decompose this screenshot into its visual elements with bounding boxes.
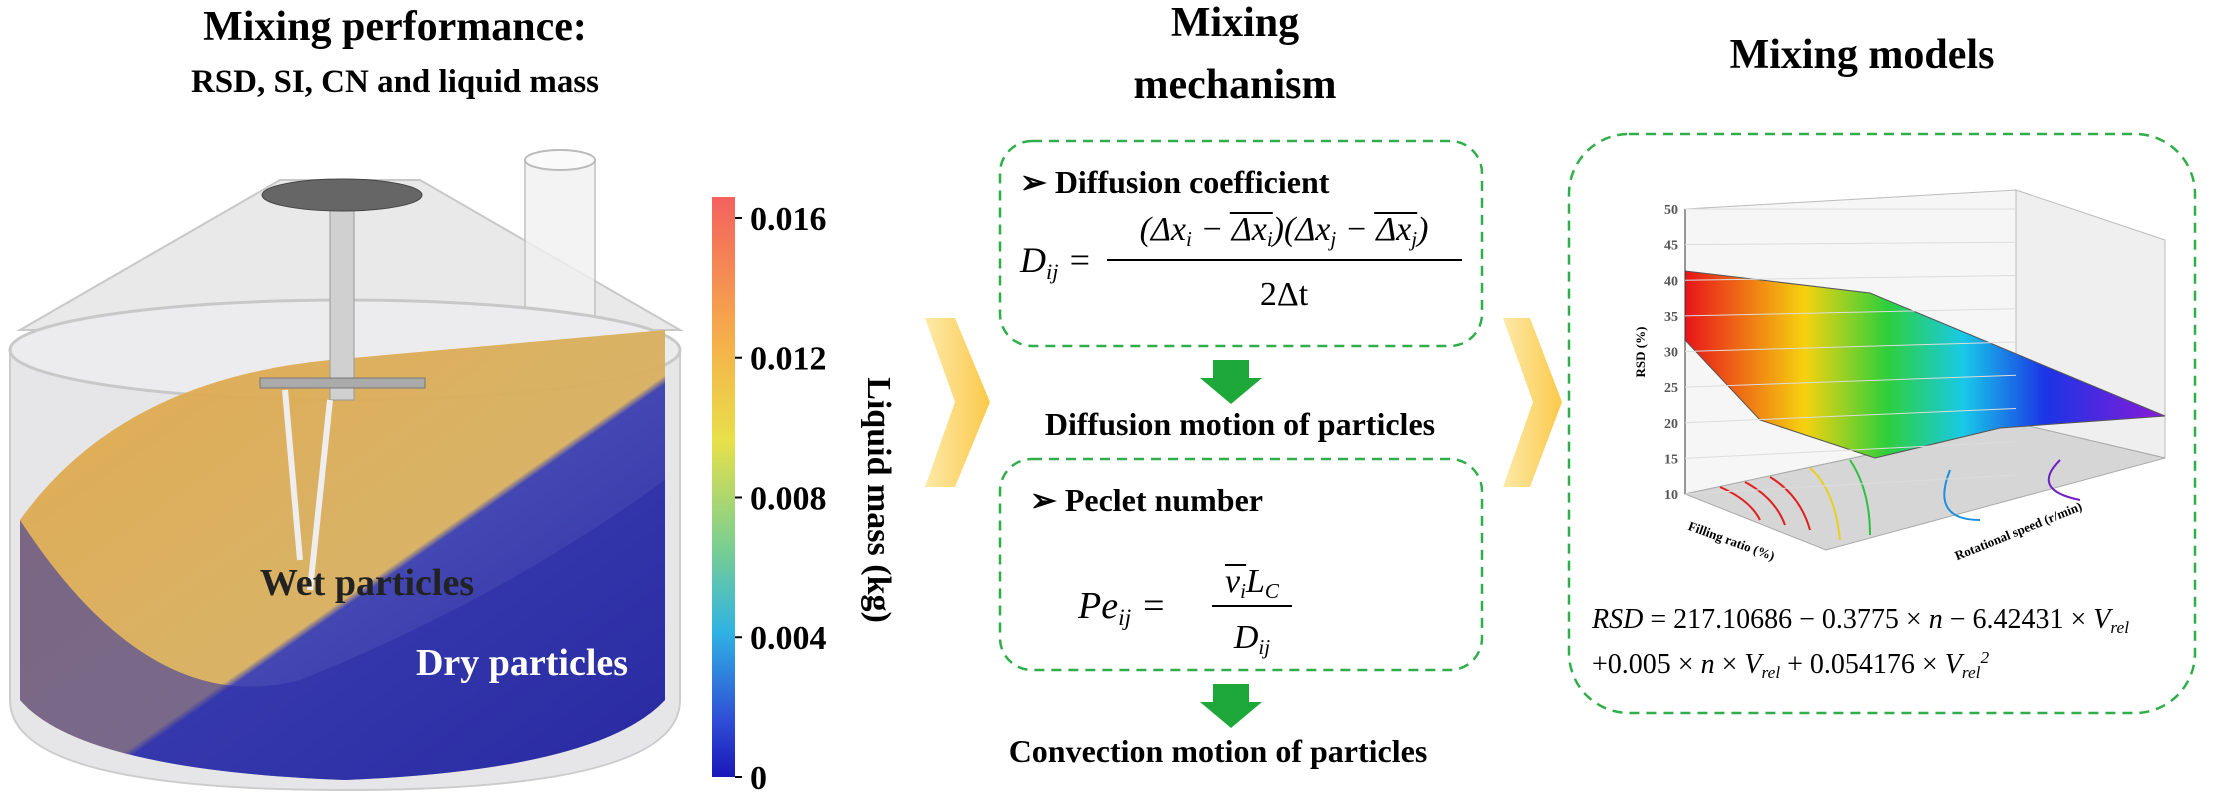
- formula-part: Δx: [1230, 211, 1267, 248]
- panel-subtitle: RSD, SI, CN and liquid mass: [191, 64, 599, 100]
- model-equation: RSD = 217.10686 − 0.3775 × n − 6.42431 ×…: [1591, 604, 2129, 637]
- z-tick-label: 20: [1664, 417, 1678, 432]
- formula-part: )(Δx: [1271, 211, 1331, 248]
- formula-part: 2: [1980, 648, 1989, 667]
- wet-label: Wet particles: [260, 562, 474, 604]
- down-arrow: [1200, 684, 1262, 728]
- box-heading-text: Peclet number: [1065, 482, 1263, 518]
- grid-line: [1684, 275, 2017, 281]
- flow-arrow: [1503, 318, 1562, 487]
- formula-part: ij: [1046, 259, 1058, 284]
- formula-part: rel: [1762, 663, 1781, 682]
- formula-part: rel: [2110, 618, 2129, 637]
- model-equation: +0.005 × n × Vrel + 0.054176 × Vrel2: [1592, 648, 1989, 682]
- colorbar-tick-label: 0.016: [750, 201, 827, 238]
- z-tick-label: 50: [1664, 203, 1678, 218]
- dry-label: Dry particles: [416, 642, 628, 684]
- formula-part: =: [1058, 240, 1091, 280]
- formula-part: ij: [1258, 635, 1270, 659]
- formula-part: L: [1245, 563, 1265, 600]
- box-heading: ➢ Diffusion coefficient: [1020, 164, 1330, 200]
- flow-arrow: [925, 318, 990, 487]
- formula-part: i: [1267, 227, 1273, 251]
- formula: (Δxi − Δxi)(Δxj − Δxj): [1140, 211, 1429, 251]
- formula-part: +0.005 ×: [1592, 649, 1701, 680]
- formula-part: Δx: [1374, 211, 1411, 248]
- z-axis-label: RSD (%): [1633, 327, 1648, 378]
- formula-part: j: [1327, 227, 1336, 251]
- formula-part: ij: [1118, 605, 1131, 631]
- z-tick-label: 25: [1664, 381, 1678, 396]
- z-tick-label: 30: [1664, 346, 1678, 361]
- z-tick-label: 35: [1664, 310, 1678, 325]
- grid-line: [1684, 374, 2017, 388]
- formula: Dij: [1233, 619, 1270, 659]
- formula-box: [998, 457, 1484, 672]
- colorbar-tick-label: 0.004: [750, 620, 827, 657]
- box-heading: ➢ Peclet number: [1030, 482, 1263, 518]
- surface-plot: [1683, 189, 2166, 551]
- z-tick-label: 15: [1664, 452, 1678, 467]
- formula: viLC: [1225, 563, 1280, 603]
- formula-part: (Δx: [1140, 211, 1186, 248]
- formula: 2Δt: [1260, 276, 1309, 313]
- down-arrow: [1200, 360, 1262, 404]
- result-text: Diffusion motion of particles: [1045, 406, 1435, 442]
- z-tick-label: 40: [1664, 274, 1678, 289]
- grid-line: [1684, 408, 2017, 424]
- formula-part: V: [1744, 649, 1764, 680]
- z-tick-label: 45: [1664, 239, 1678, 254]
- z-tick-label: 10: [1664, 488, 1678, 503]
- formula-part: n: [1929, 604, 1943, 635]
- formula-part: n: [1701, 649, 1715, 680]
- formula-part: D: [1019, 240, 1046, 280]
- grid-line: [1684, 241, 2017, 246]
- panel-title: Mixing performance:: [203, 4, 587, 50]
- formula-part: C: [1265, 579, 1280, 603]
- formula: Peij =: [1077, 585, 1166, 631]
- panel-title: mechanism: [1134, 62, 1337, 108]
- formula-part: − 6.42431 ×: [1943, 604, 2094, 635]
- formula-part: v: [1225, 563, 1241, 600]
- z-ticks: 10 15 20 25 30 35 40 45 50: [1664, 203, 2017, 503]
- formula-part: + 0.054176 ×: [1780, 649, 1945, 680]
- grid-line: [1684, 474, 2017, 495]
- mixer-illustration: [8, 149, 684, 792]
- formula-part: 2Δt: [1260, 276, 1309, 313]
- formula: Dij =: [1019, 240, 1092, 284]
- formula-part: ×: [1715, 649, 1745, 680]
- grid-line: [1684, 308, 2017, 317]
- formula-part: V: [2093, 604, 2113, 635]
- grid-line: [1684, 441, 2017, 459]
- formula-box: [998, 139, 1484, 348]
- colorbar-ticks: 0.016 0.012 0.008 0.004 0: [735, 201, 827, 797]
- grid-line: [1684, 341, 2017, 352]
- formula-part: −: [1336, 211, 1376, 248]
- box-heading-text: Diffusion coefficient: [1055, 164, 1330, 200]
- panel-title: Mixing: [1171, 0, 1299, 46]
- formula-part: i: [1186, 227, 1192, 251]
- formula-part: V: [1945, 649, 1965, 680]
- formula-part: D: [1233, 619, 1259, 656]
- colorbar-tick-label: 0.012: [750, 341, 827, 378]
- formula-part: ): [1415, 211, 1428, 248]
- formula-part: rel: [1962, 663, 1981, 682]
- colorbar: [712, 197, 735, 777]
- formula-part: j: [1408, 227, 1417, 251]
- formula-part: = 217.10686 − 0.3775 ×: [1643, 604, 1928, 635]
- formula-part: =: [1131, 585, 1166, 627]
- colorbar-tick-label: 0.008: [750, 480, 827, 517]
- formula-part: i: [1240, 579, 1246, 603]
- formula-part: RSD: [1591, 604, 1643, 635]
- colorbar-label: Liquid mass (kg): [860, 377, 897, 623]
- panel-title: Mixing models: [1730, 32, 1995, 78]
- formula-part: Pe: [1077, 585, 1118, 627]
- colorbar-tick-label: 0: [750, 760, 767, 797]
- result-text: Convection motion of particles: [1009, 733, 1428, 769]
- formula-part: −: [1192, 211, 1232, 248]
